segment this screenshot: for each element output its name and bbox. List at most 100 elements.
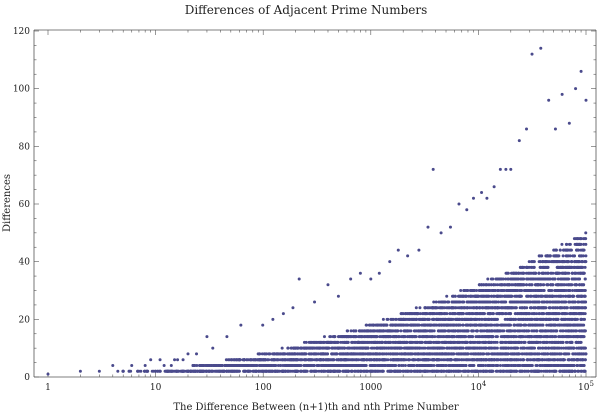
data-point	[458, 306, 462, 310]
data-point	[245, 369, 249, 373]
data-point	[572, 346, 576, 350]
data-point	[149, 358, 153, 362]
data-point	[519, 271, 523, 275]
data-point	[499, 340, 503, 344]
data-point	[353, 335, 357, 339]
data-point	[455, 335, 459, 339]
data-point	[542, 289, 546, 292]
data-point	[554, 306, 558, 310]
data-point	[342, 346, 346, 350]
data-point	[458, 352, 462, 356]
data-point	[499, 335, 503, 339]
data-point	[289, 346, 293, 350]
data-point	[442, 369, 446, 373]
data-point	[578, 335, 582, 339]
data-point	[365, 369, 369, 373]
data-point	[445, 346, 449, 350]
y-tick-label: 0	[24, 373, 30, 383]
data-point	[320, 369, 324, 373]
data-point	[513, 329, 517, 333]
data-point	[498, 363, 502, 367]
data-point	[489, 306, 493, 310]
data-point	[213, 363, 217, 367]
chart-title: Differences of Adjacent Prime Numbers	[185, 3, 428, 17]
data-point	[549, 271, 553, 275]
data-point	[583, 306, 587, 310]
data-point	[358, 369, 362, 373]
data-point	[479, 317, 483, 321]
data-point	[416, 358, 420, 362]
data-point	[276, 363, 280, 367]
data-point	[391, 317, 395, 321]
data-point	[521, 346, 525, 350]
x-tick-label: 105	[578, 380, 594, 393]
data-point	[445, 294, 449, 298]
data-point	[543, 317, 547, 321]
data-point	[457, 202, 461, 206]
data-point	[484, 363, 488, 367]
data-point	[440, 340, 444, 344]
data-point	[415, 363, 419, 367]
data-point	[542, 335, 546, 339]
data-point	[379, 329, 383, 333]
data-point	[505, 317, 509, 321]
data-point	[439, 358, 443, 362]
data-point	[291, 306, 295, 310]
data-point	[551, 271, 555, 275]
data-point	[568, 242, 572, 246]
data-point	[548, 254, 552, 258]
data-point	[566, 254, 570, 258]
data-point	[432, 300, 436, 304]
data-point	[582, 289, 586, 292]
data-point	[486, 277, 490, 281]
data-point	[552, 248, 556, 252]
data-point	[97, 369, 101, 373]
data-point	[181, 358, 185, 362]
data-point	[553, 260, 557, 264]
data-point	[430, 329, 434, 333]
x-tick-exponent: 5	[589, 380, 593, 388]
data-point	[498, 167, 502, 171]
data-point	[261, 323, 265, 327]
data-point	[558, 294, 562, 298]
data-point	[513, 363, 517, 367]
data-point	[581, 254, 585, 258]
data-point	[543, 369, 547, 373]
data-point	[560, 329, 564, 333]
data-point	[526, 312, 530, 316]
data-point	[477, 335, 481, 339]
data-point	[371, 369, 375, 373]
data-point	[502, 329, 506, 333]
data-point	[475, 335, 479, 339]
data-point	[448, 346, 452, 350]
data-point	[211, 346, 215, 350]
data-point	[263, 358, 267, 362]
data-point	[534, 363, 538, 367]
data-point	[194, 369, 198, 373]
data-point	[538, 265, 542, 269]
data-point	[565, 312, 569, 316]
data-point	[417, 248, 421, 252]
data-point	[353, 369, 357, 373]
data-point	[571, 352, 575, 356]
data-point	[195, 352, 199, 356]
data-point	[489, 329, 493, 333]
data-point	[495, 335, 499, 339]
data-point	[363, 340, 367, 344]
data-point	[278, 369, 282, 373]
data-point	[466, 352, 470, 356]
data-point	[572, 237, 576, 241]
data-point	[335, 352, 339, 356]
data-point	[495, 346, 499, 350]
data-point	[435, 369, 439, 373]
data-point	[570, 300, 574, 304]
data-point	[523, 329, 527, 333]
data-point	[525, 127, 529, 131]
data-point	[412, 323, 416, 327]
data-point	[316, 363, 320, 367]
data-point	[379, 335, 383, 339]
data-point	[451, 363, 455, 367]
data-point	[572, 254, 576, 258]
data-point	[579, 237, 583, 241]
x-tick-label: 104	[470, 380, 486, 393]
